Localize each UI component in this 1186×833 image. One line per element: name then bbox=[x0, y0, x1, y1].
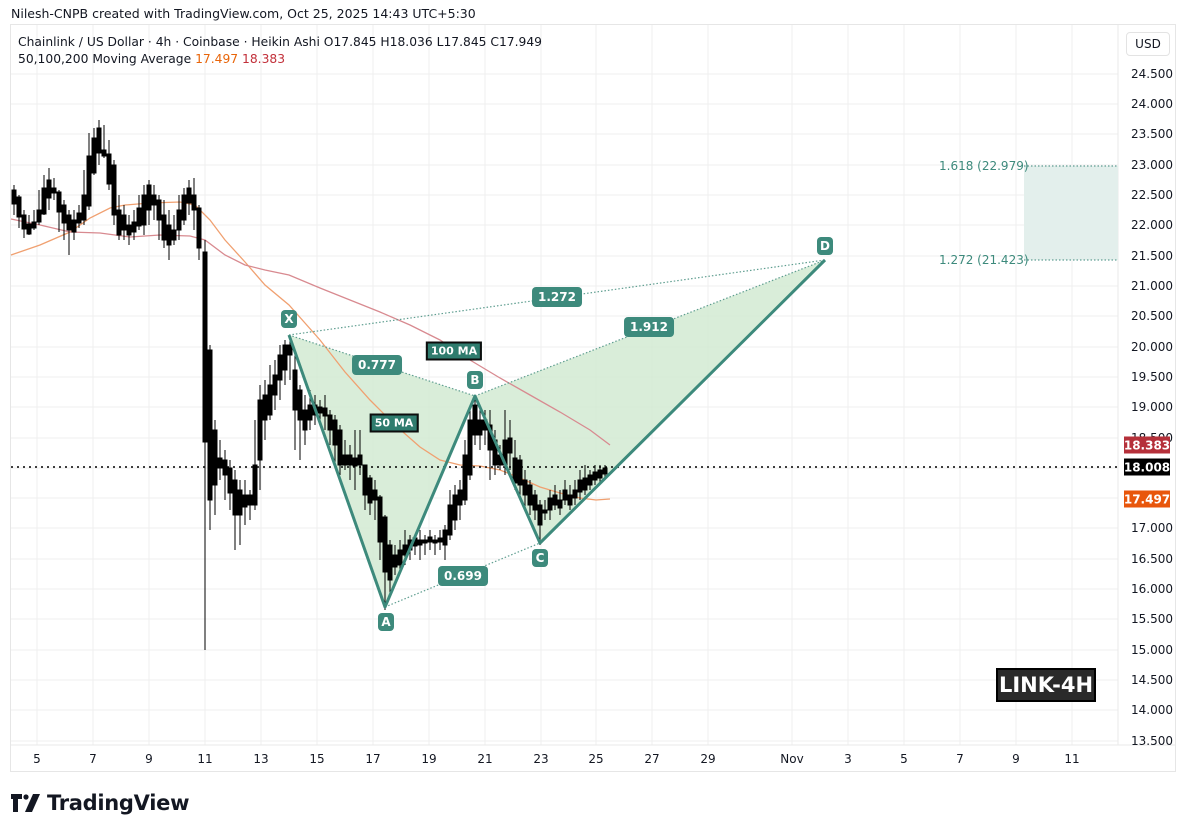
y-tick: 23.500 bbox=[1131, 127, 1173, 141]
ratio-ac-tag: 0.699 bbox=[438, 566, 488, 586]
y-tick: 15.000 bbox=[1131, 643, 1173, 657]
ma100-annotation: 100 MA bbox=[425, 341, 483, 361]
y-tick: 22.500 bbox=[1131, 188, 1173, 202]
y-tick: 15.500 bbox=[1131, 612, 1173, 626]
tradingview-logo[interactable]: TradingView bbox=[11, 791, 189, 815]
last-price-tag: 18.008 bbox=[1123, 458, 1171, 476]
x-tick: 3 bbox=[844, 752, 852, 766]
y-tick: 14.500 bbox=[1131, 673, 1173, 687]
target-zone bbox=[1024, 166, 1118, 260]
x-tick: 29 bbox=[700, 752, 716, 766]
ma50-value: 17.497 bbox=[195, 52, 239, 66]
y-tick: 24.500 bbox=[1131, 67, 1173, 81]
candles bbox=[11, 120, 608, 650]
ratio-xb-tag: 0.777 bbox=[352, 355, 402, 375]
point-c-label[interactable]: C bbox=[532, 549, 548, 567]
ma-label: 50,100,200 Moving Average bbox=[18, 52, 192, 66]
y-tick: 19.000 bbox=[1131, 400, 1173, 414]
point-a-label[interactable]: A bbox=[378, 613, 394, 631]
point-x-label[interactable]: X bbox=[281, 310, 297, 328]
symbol-ohlc: Chainlink / US Dollar · 4h · Coinbase · … bbox=[18, 35, 542, 49]
pattern-bcd-fill bbox=[475, 260, 825, 543]
fib-1272-label: 1.272 (21.423) bbox=[939, 253, 1029, 267]
y-tick: 17.000 bbox=[1131, 521, 1173, 535]
x-tick: 5 bbox=[900, 752, 908, 766]
chart-frame bbox=[10, 24, 1176, 772]
point-d-label[interactable]: D bbox=[817, 237, 833, 255]
x-tick: 11 bbox=[1064, 752, 1080, 766]
x-tick: 9 bbox=[145, 752, 153, 766]
x-tick: 27 bbox=[644, 752, 660, 766]
ratio-bd-tag: 1.912 bbox=[624, 317, 674, 337]
tradingview-logo-icon bbox=[11, 794, 40, 812]
x-tick: 17 bbox=[365, 752, 381, 766]
y-tick: 16.500 bbox=[1131, 552, 1173, 566]
x-tick: 13 bbox=[253, 752, 269, 766]
y-tick: 21.000 bbox=[1131, 279, 1173, 293]
x-tick: 7 bbox=[89, 752, 97, 766]
x-tick: 23 bbox=[533, 752, 549, 766]
point-b-label[interactable]: B bbox=[467, 371, 483, 389]
y-tick: 22.000 bbox=[1131, 218, 1173, 232]
y-tick: 24.000 bbox=[1131, 97, 1173, 111]
y-tick: 13.500 bbox=[1131, 734, 1173, 748]
brand-text: TradingView bbox=[47, 791, 190, 815]
ma100-price-tag: 18.383 bbox=[1123, 436, 1171, 454]
y-tick: 23.000 bbox=[1131, 158, 1173, 172]
ma-legend[interactable]: 50,100,200 Moving Average 17.497 18.383 bbox=[18, 51, 542, 68]
x-tick: 7 bbox=[956, 752, 964, 766]
ma50-annotation: 50 MA bbox=[369, 413, 419, 433]
y-tick: 19.500 bbox=[1131, 370, 1173, 384]
y-tick: 16.000 bbox=[1131, 582, 1173, 596]
currency-button[interactable]: USD bbox=[1126, 32, 1170, 56]
ma100-line bbox=[10, 218, 611, 446]
x-tick: 5 bbox=[33, 752, 41, 766]
y-tick: 20.000 bbox=[1131, 340, 1173, 354]
chart-credit: Nilesh-CNPB created with TradingView.com… bbox=[11, 6, 476, 21]
y-tick: 21.500 bbox=[1131, 249, 1173, 263]
x-tick: 15 bbox=[309, 752, 325, 766]
x-tick: 11 bbox=[197, 752, 213, 766]
x-tick: 9 bbox=[1012, 752, 1020, 766]
y-tick: 20.500 bbox=[1131, 309, 1173, 323]
fib-1618-label: 1.618 (22.979) bbox=[939, 159, 1029, 173]
chart-legend: Chainlink / US Dollar · 4h · Coinbase · … bbox=[18, 34, 542, 68]
ratio-xd-tag: 1.272 bbox=[532, 287, 582, 307]
ma50-price-tag: 17.497 bbox=[1123, 490, 1171, 508]
y-tick: 14.000 bbox=[1131, 703, 1173, 717]
x-tick: Nov bbox=[780, 752, 804, 766]
x-tick: 19 bbox=[421, 752, 437, 766]
harmonic-pattern-legs bbox=[287, 258, 827, 609]
x-tick: 25 bbox=[588, 752, 604, 766]
x-tick: 21 bbox=[477, 752, 493, 766]
ticker-badge: LINK-4H bbox=[996, 668, 1096, 702]
pattern-xab-fill bbox=[289, 335, 475, 607]
ma100-value: 18.383 bbox=[242, 52, 286, 66]
